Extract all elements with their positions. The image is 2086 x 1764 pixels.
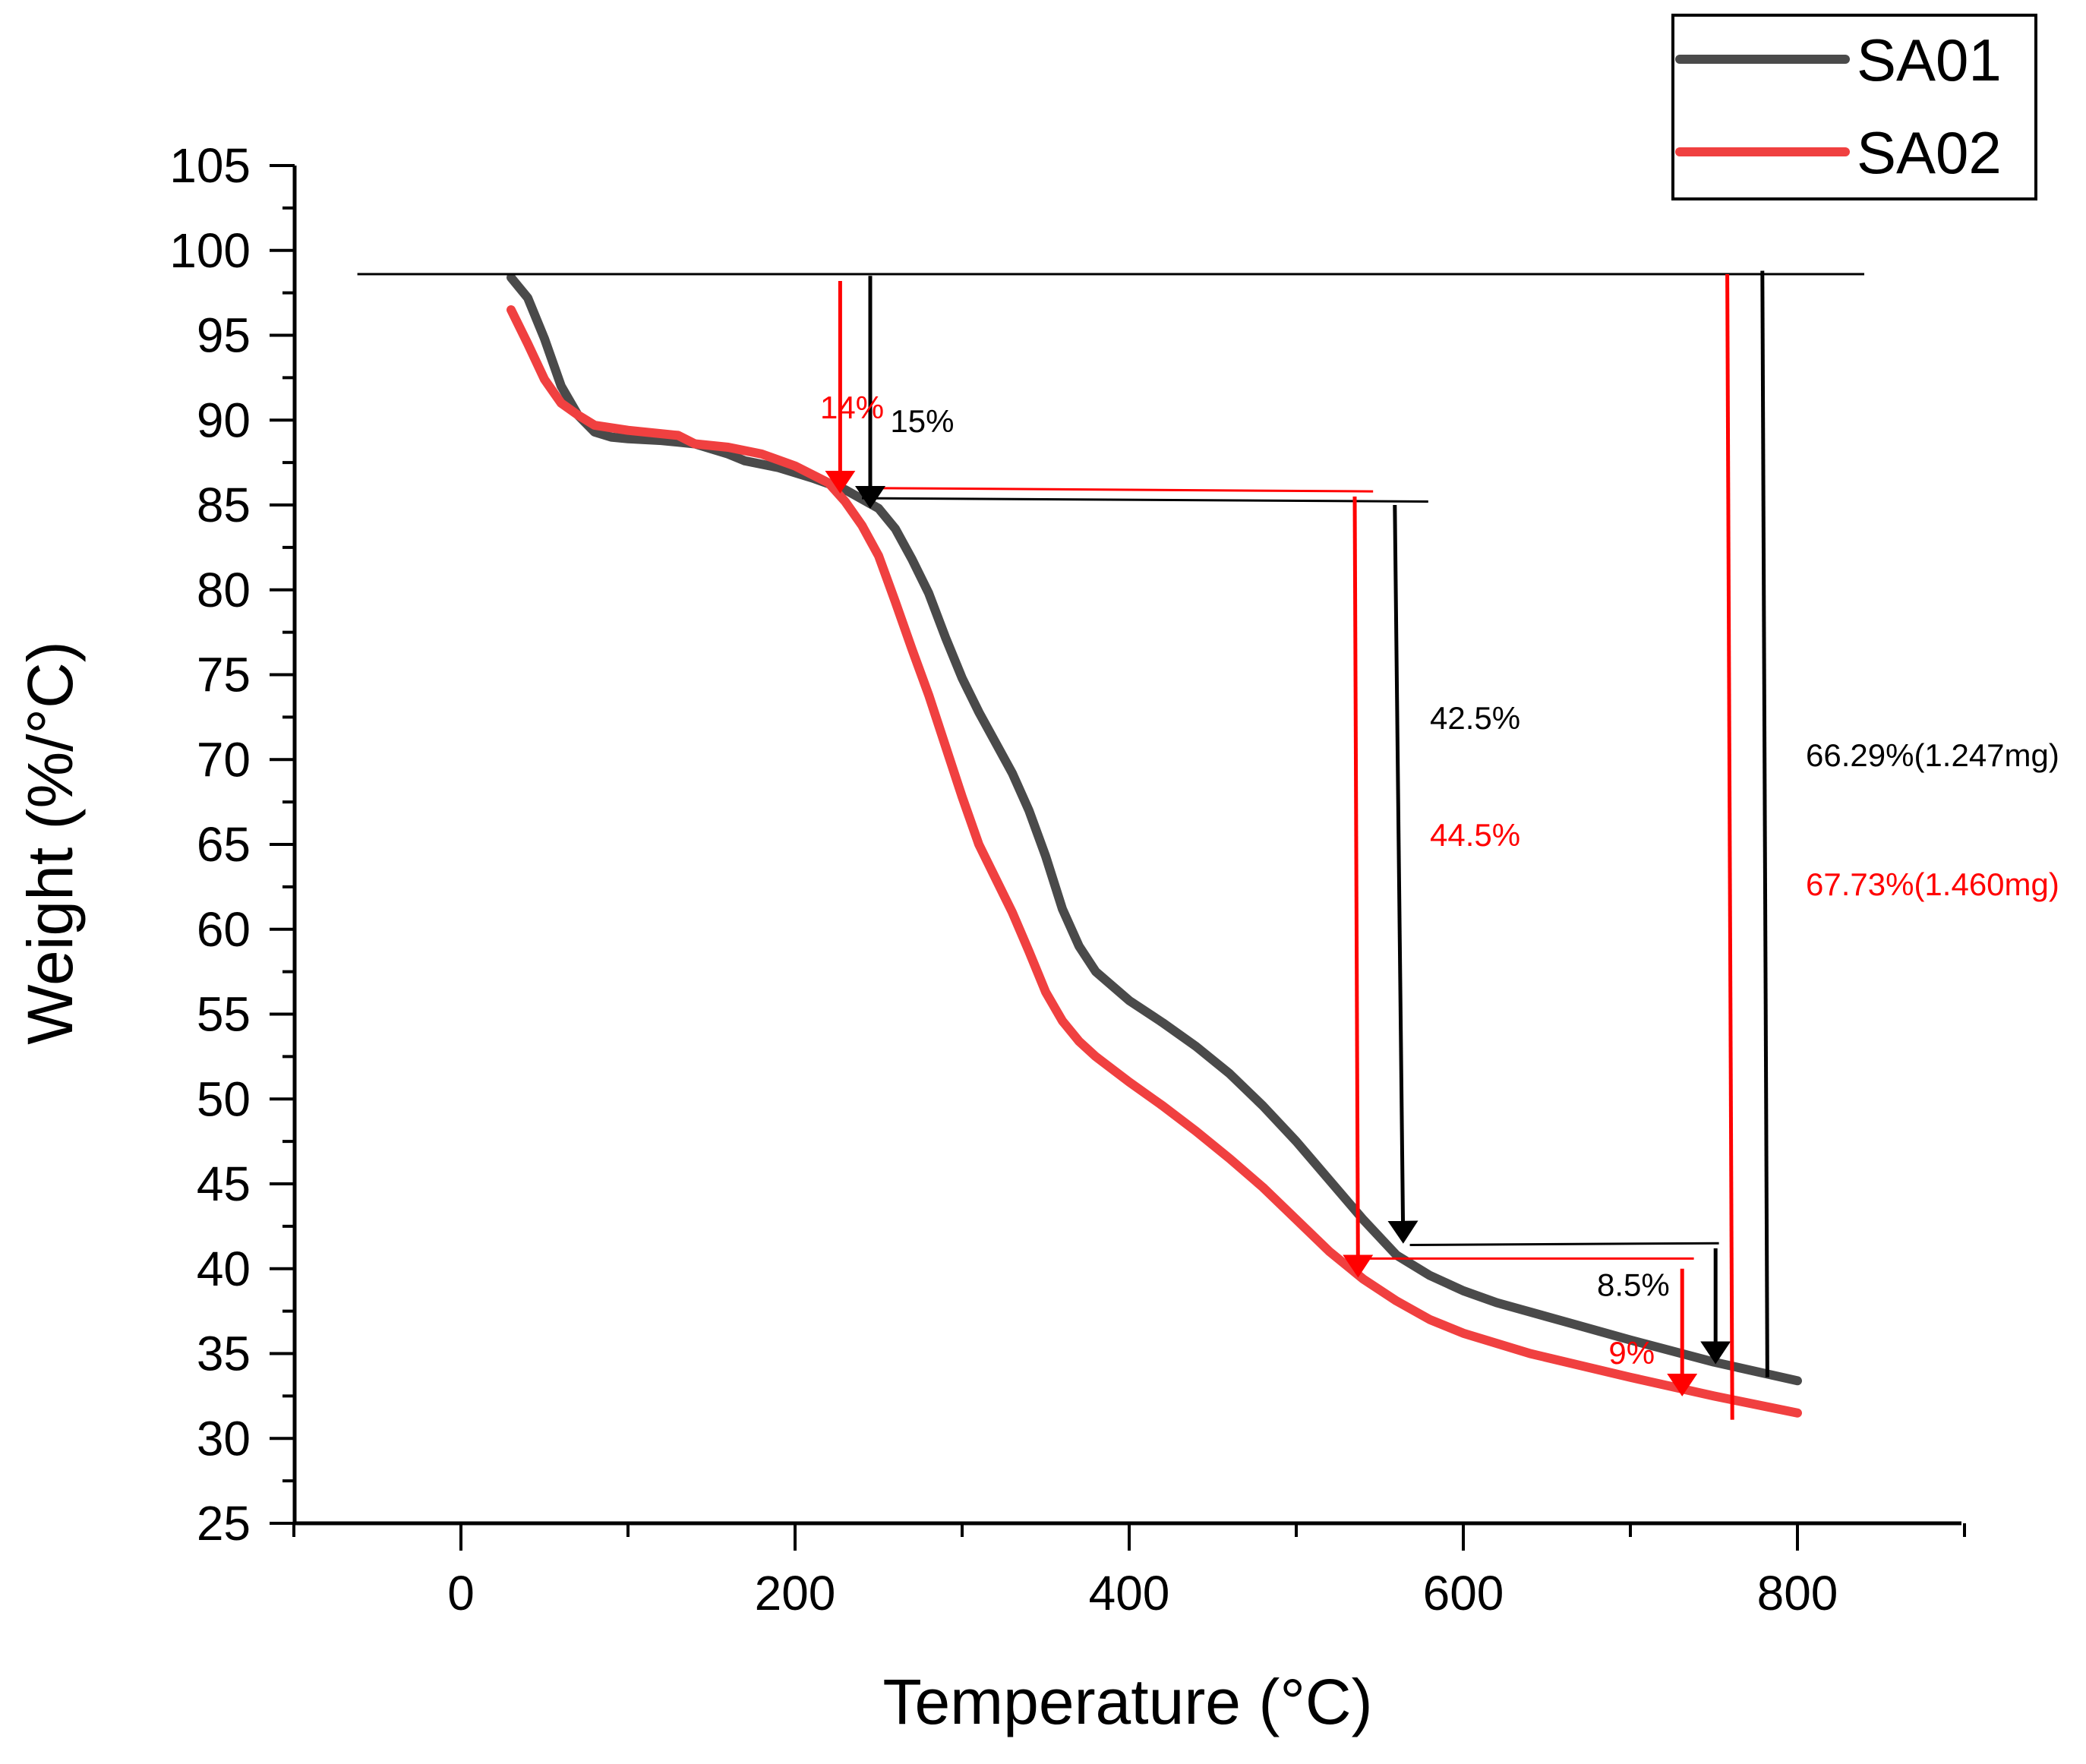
annotation-1: 15%	[890, 403, 954, 439]
y-tick-label-80: 80	[197, 563, 251, 617]
annotation-4: 66.29%(1.247mg)	[1806, 737, 2059, 773]
legend-box	[1671, 14, 2037, 200]
series-line-sa01	[507, 273, 1802, 1386]
x-tick-label-800: 800	[1757, 1566, 1838, 1620]
annotation-3: 44.5%	[1430, 817, 1520, 853]
y-tick-label-70: 70	[197, 732, 251, 787]
drop-arrow-2	[1343, 496, 1374, 1278]
annotations: 14% 15% 42.5% 44.5% 66.29%(1.247mg) 67.73%(1.…	[820, 390, 2059, 1371]
minor-ticks	[282, 206, 1966, 1537]
drop-arrow-3	[1387, 504, 1419, 1244]
y-tick-label-90: 90	[197, 393, 251, 447]
y-tick-label-35: 35	[197, 1327, 251, 1381]
y-tick-label-50: 50	[197, 1071, 251, 1126]
annotation-0: 14%	[820, 390, 884, 425]
x-tick-label-0: 0	[447, 1566, 475, 1620]
reference-line-1	[861, 487, 1374, 493]
drop-arrows	[825, 270, 1769, 1420]
x-tick-label-200: 200	[755, 1566, 836, 1620]
y-tick-label-25: 25	[197, 1496, 251, 1551]
reference-lines	[357, 273, 1864, 1260]
y-tick-label-55: 55	[197, 987, 251, 1042]
reference-line-2	[861, 497, 1428, 503]
drop-arrow-6	[1725, 274, 1734, 1420]
legend: SA01 SA02	[1671, 14, 2037, 200]
y-tick-label-30: 30	[197, 1411, 251, 1466]
x-ticks: 0 200 400 600 800	[447, 1523, 1838, 1620]
y-tick-label-100: 100	[169, 223, 251, 278]
annotation-6: 8.5%	[1597, 1267, 1670, 1303]
y-ticks: 25 30 35 40 45 50 55 60 65 70 75 80 85 90 95 100 105	[169, 138, 295, 1551]
series-layer	[507, 273, 1802, 1418]
y-tick-label-95: 95	[197, 308, 251, 363]
x-axis-title: Temperature (°C)	[882, 1666, 1372, 1737]
y-tick-label-45: 45	[197, 1157, 251, 1211]
series-line-sa02	[507, 305, 1802, 1418]
annotation-5: 67.73%(1.460mg)	[1806, 866, 2059, 902]
legend-label-sa02: SA02	[1857, 119, 2002, 186]
y-tick-label-60: 60	[197, 902, 251, 957]
y-tick-label-40: 40	[197, 1242, 251, 1296]
y-tick-label-105: 105	[169, 138, 251, 193]
reference-line-4	[1409, 1242, 1719, 1246]
legend-label-sa01: SA01	[1857, 27, 2002, 93]
annotation-7: 9%	[1608, 1335, 1655, 1371]
y-tick-label-85: 85	[197, 478, 251, 532]
x-tick-label-400: 400	[1089, 1566, 1170, 1620]
y-tick-label-75: 75	[197, 648, 251, 702]
drop-arrow-7	[1760, 270, 1769, 1377]
x-tick-label-600: 600	[1423, 1566, 1504, 1620]
y-axis-title: Weight (%/°C)	[14, 641, 86, 1044]
y-tick-label-65: 65	[197, 817, 251, 872]
annotation-2: 42.5%	[1430, 700, 1520, 736]
